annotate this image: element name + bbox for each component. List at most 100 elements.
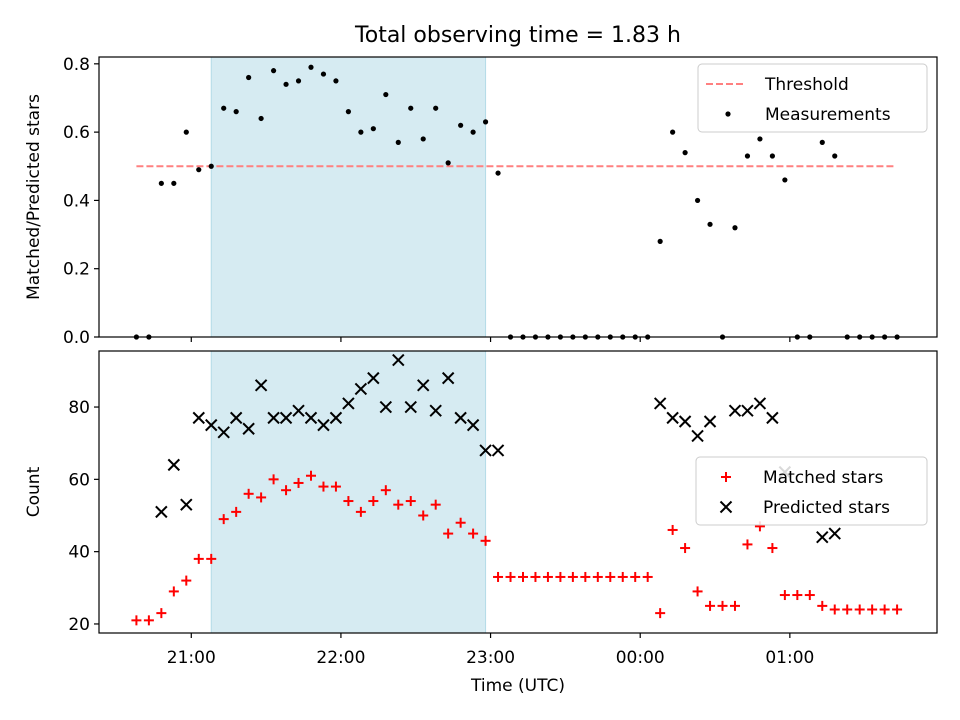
measurement-point [682, 150, 688, 156]
matched-star-point [617, 571, 628, 582]
matched-star-point [218, 514, 229, 525]
matched-star-point [468, 528, 479, 539]
measurement-point [308, 64, 314, 70]
legend-label: Predicted stars [763, 498, 890, 518]
measurement-point [420, 136, 426, 142]
predicted-star-point [192, 411, 205, 425]
bottom-panel-counts: 20 40 60 80 21:00 22:00 23:00 00:00 01:00 Count Ma… [24, 350, 938, 668]
matched-star-point [655, 608, 666, 619]
matched-star-point [343, 496, 354, 507]
measurement-point [233, 109, 239, 115]
measurement-point [769, 153, 775, 159]
predicted-star-point [454, 411, 467, 425]
predicted-star-point [267, 411, 280, 425]
matched-star-point [368, 496, 379, 507]
plot-frame [98, 350, 938, 634]
matched-star-point [592, 571, 603, 582]
predicted-star-point [678, 415, 692, 428]
x-tick-label: 21:00 [167, 648, 216, 668]
measurement-point [358, 129, 364, 135]
predicted-star-point [653, 397, 667, 410]
measurement-point [470, 129, 476, 135]
matched-star-point [642, 571, 653, 582]
measurement-point [246, 74, 252, 81]
matched-star-point [430, 499, 441, 510]
matched-star-point [305, 470, 316, 481]
matched-star-point [281, 485, 292, 496]
measurement-point [482, 119, 489, 125]
matched-star-point [605, 571, 616, 582]
predicted-star-point [254, 379, 268, 392]
y-axis-label: Matched/Predicted stars [24, 94, 44, 300]
predicted-star-point [354, 382, 368, 396]
legend-label: Threshold [764, 75, 849, 95]
predicted-star-point [167, 458, 181, 472]
matched-star-point [480, 535, 491, 546]
matched-star-point [193, 553, 204, 564]
x-axis-label: Time (UTC) [470, 676, 565, 696]
matched-star-point [355, 506, 366, 517]
measurement-point [707, 221, 713, 227]
legend: Threshold Measurements [697, 63, 928, 133]
measurement-point [158, 180, 164, 186]
plot-frame [98, 56, 938, 338]
y-axis-label: Count [24, 466, 44, 517]
matched-star-point [667, 524, 678, 535]
y-tick-label: 40 [68, 543, 90, 563]
measurement-point [345, 109, 352, 115]
predicted-star-point [479, 444, 492, 457]
matched-star-point [318, 481, 329, 492]
measurement-point [694, 197, 701, 204]
matched-star-point [206, 553, 217, 564]
measurement-point [383, 91, 389, 98]
measurement-point [196, 167, 202, 173]
predicted-star-point [429, 404, 442, 417]
measurement-point [333, 78, 339, 84]
top-panel-ratio: 0.0 0.2 0.4 0.6 0.8 Matched/Predicted stars Th… [24, 55, 938, 348]
predicted-star-point [317, 418, 330, 432]
measurement-point [295, 78, 302, 84]
matched-star-point [156, 608, 167, 619]
observing-window-shade [210, 56, 487, 338]
predicted-star-point [279, 411, 293, 425]
matched-star-point [542, 571, 553, 582]
matched-star-point [455, 517, 466, 528]
measurement-point [657, 238, 663, 244]
predicted-star-point [379, 400, 393, 414]
measurement-point [395, 139, 401, 145]
legend-label: Measurements [765, 105, 891, 125]
y-tick-label: 60 [68, 470, 90, 490]
predicted-star-point [242, 422, 255, 435]
matched-star-point [817, 600, 828, 611]
matched-star-point [181, 575, 192, 586]
matched-star-point [792, 590, 803, 601]
predicted-star-point [229, 411, 243, 425]
matched-star-point [243, 488, 254, 499]
predicted-star-point [691, 429, 704, 443]
measurement-point [670, 129, 676, 135]
y-tick-label: 80 [68, 398, 90, 418]
matched-star-point [443, 528, 454, 539]
measurement-point [732, 225, 738, 231]
x-tick-label: 22:00 [316, 648, 365, 668]
matched-star-point [804, 590, 815, 601]
matched-star-point [131, 615, 142, 626]
measurement-point [445, 160, 451, 166]
measurement-point [370, 126, 376, 132]
predicted-star-point [304, 411, 318, 425]
legend-label: Matched stars [763, 468, 883, 488]
matched-star-point [892, 604, 903, 615]
measurement-point [819, 139, 825, 145]
measurement-point [744, 153, 751, 159]
measurement-point [283, 81, 289, 87]
matched-star-point [717, 600, 728, 611]
predicted-star-point [666, 411, 679, 425]
matched-star-point [692, 586, 703, 597]
matched-star-point [705, 600, 716, 611]
matched-star-point [293, 477, 304, 488]
legend: Matched stars Predicted stars [695, 456, 928, 526]
matched-star-point [143, 615, 154, 626]
y-tick-label: 0.6 [63, 123, 90, 143]
measurement-point [320, 71, 327, 77]
matched-star-point [729, 600, 740, 611]
